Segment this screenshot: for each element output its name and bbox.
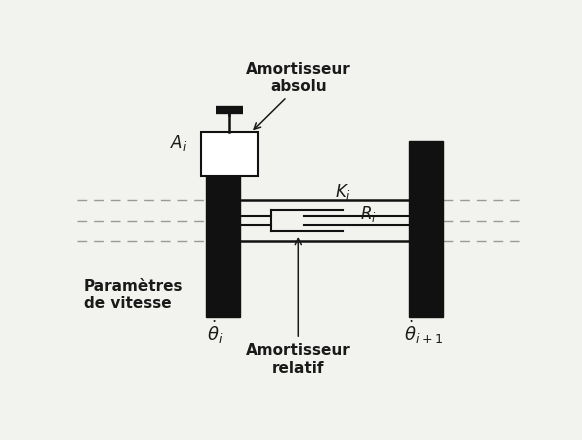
Text: Amortisseur
absolu: Amortisseur absolu bbox=[246, 62, 350, 95]
Text: $\dot{\theta}_i$: $\dot{\theta}_i$ bbox=[207, 319, 224, 346]
Text: $R_i$: $R_i$ bbox=[360, 204, 377, 224]
Text: Amortisseur
relatif: Amortisseur relatif bbox=[246, 343, 350, 376]
Text: $K_i$: $K_i$ bbox=[335, 183, 352, 202]
Bar bbox=[206, 141, 240, 317]
Text: $A_i$: $A_i$ bbox=[170, 132, 187, 153]
Bar bbox=[201, 132, 258, 176]
Text: $\dot{\theta}_{i+1}$: $\dot{\theta}_{i+1}$ bbox=[404, 319, 443, 346]
Bar bbox=[409, 141, 442, 317]
Text: Paramètres
de vitesse: Paramètres de vitesse bbox=[84, 279, 183, 311]
